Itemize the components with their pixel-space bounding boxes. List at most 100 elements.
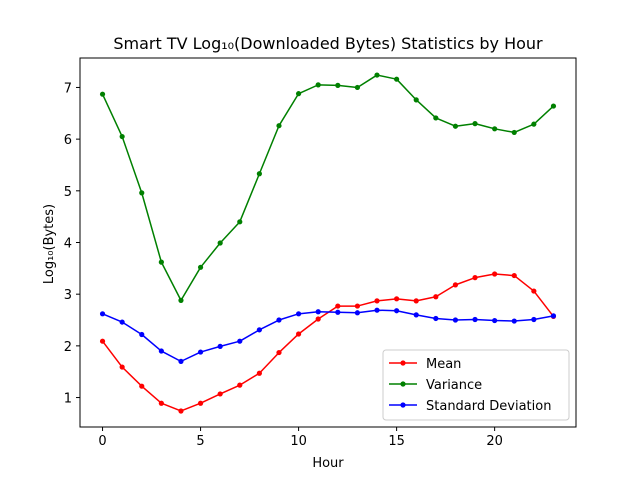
point-standard-deviation — [256, 327, 262, 333]
y-tick-label: 4 — [64, 237, 72, 252]
x-tick-label: 5 — [196, 434, 204, 449]
point-variance — [276, 123, 282, 129]
point-variance — [197, 264, 204, 270]
point-variance — [354, 84, 361, 91]
x-axis-label: Hour — [312, 456, 344, 471]
point-variance — [550, 103, 557, 109]
point-standard-deviation — [276, 317, 282, 323]
point-mean — [511, 272, 517, 279]
legend-box — [382, 349, 570, 421]
legend: Mean Variance Standard Deviation — [382, 349, 570, 421]
point-standard-deviation — [237, 338, 243, 344]
chart-title: Smart TV Log₁₀(Downloaded Bytes) Statist… — [113, 34, 543, 53]
point-variance — [452, 123, 459, 129]
point-standard-deviation — [394, 308, 400, 314]
point-standard-deviation — [217, 343, 223, 349]
point-mean — [295, 331, 302, 337]
point-variance — [256, 171, 262, 177]
point-variance — [237, 219, 243, 225]
x-tick-label: 0 — [98, 434, 106, 449]
point-variance — [217, 240, 223, 246]
point-mean — [394, 296, 400, 302]
point-standard-deviation — [158, 348, 164, 354]
point-standard-deviation — [99, 311, 106, 317]
x-axis: 0 5 10 15 20 — [98, 427, 503, 449]
legend-label-variance: Variance — [426, 378, 482, 393]
y-axis: 1 2 3 4 5 6 7 — [64, 81, 80, 407]
point-variance — [433, 115, 439, 121]
point-standard-deviation — [550, 313, 557, 319]
point-standard-deviation — [315, 309, 321, 315]
point-mean — [531, 288, 537, 294]
point-variance — [158, 259, 164, 265]
point-standard-deviation — [295, 311, 302, 317]
point-standard-deviation — [413, 312, 419, 318]
point-standard-deviation — [335, 309, 341, 315]
point-mean — [139, 383, 145, 389]
x-tick-label: 20 — [486, 434, 503, 449]
series-line-variance — [101, 74, 554, 302]
point-mean — [178, 408, 184, 414]
point-mean — [256, 370, 262, 376]
point-mean — [158, 400, 164, 406]
point-mean — [217, 391, 223, 397]
plot-frame — [79, 57, 577, 428]
y-axis-label: Log₁₀(Bytes) — [42, 204, 57, 284]
point-standard-deviation — [472, 316, 478, 323]
y-tick-label: 5 — [64, 185, 72, 200]
point-mean — [374, 298, 380, 304]
point-standard-deviation — [354, 310, 361, 316]
point-variance — [492, 126, 498, 132]
y-tick-label: 6 — [64, 133, 72, 148]
point-standard-deviation — [492, 317, 498, 324]
point-mean — [413, 298, 419, 304]
point-standard-deviation — [119, 319, 125, 325]
point-mean — [492, 271, 498, 277]
x-tick-label: 10 — [290, 434, 307, 449]
point-variance — [511, 129, 517, 136]
series-layer — [99, 72, 557, 414]
point-mean — [99, 338, 106, 344]
point-mean — [197, 400, 204, 406]
point-standard-deviation — [139, 331, 145, 338]
point-mean — [237, 382, 243, 388]
point-mean — [276, 349, 282, 356]
point-variance — [472, 121, 478, 127]
point-standard-deviation — [178, 358, 184, 364]
y-tick-label: 3 — [64, 288, 72, 303]
point-variance — [335, 82, 341, 88]
point-standard-deviation — [374, 307, 380, 313]
point-variance — [413, 97, 419, 103]
y-tick-label: 2 — [64, 340, 72, 355]
point-variance — [394, 76, 400, 82]
point-variance — [374, 72, 380, 78]
y-tick-label: 7 — [64, 81, 72, 96]
point-mean — [119, 364, 125, 370]
legend-label-standard-deviation: Standard Deviation — [426, 399, 551, 414]
point-variance — [119, 133, 125, 140]
point-variance — [178, 297, 184, 303]
legend-marker-mean — [400, 360, 406, 366]
point-mean — [335, 303, 341, 309]
point-standard-deviation — [197, 349, 204, 355]
point-variance — [531, 121, 537, 127]
y-tick-label: 1 — [64, 392, 72, 407]
point-mean — [452, 282, 459, 288]
point-mean — [472, 275, 478, 281]
point-mean — [315, 316, 321, 322]
point-variance — [139, 190, 145, 196]
point-variance — [99, 91, 106, 97]
point-variance — [315, 82, 321, 88]
point-standard-deviation — [511, 318, 517, 324]
point-standard-deviation — [433, 315, 439, 322]
x-tick-label: 15 — [388, 434, 405, 449]
legend-marker-standard-deviation — [400, 402, 406, 408]
point-variance — [295, 91, 302, 97]
series-line-standard-deviation — [102, 309, 554, 363]
point-mean — [354, 303, 361, 309]
point-standard-deviation — [452, 317, 459, 323]
legend-label-mean: Mean — [426, 357, 461, 372]
legend-marker-variance — [400, 381, 406, 387]
